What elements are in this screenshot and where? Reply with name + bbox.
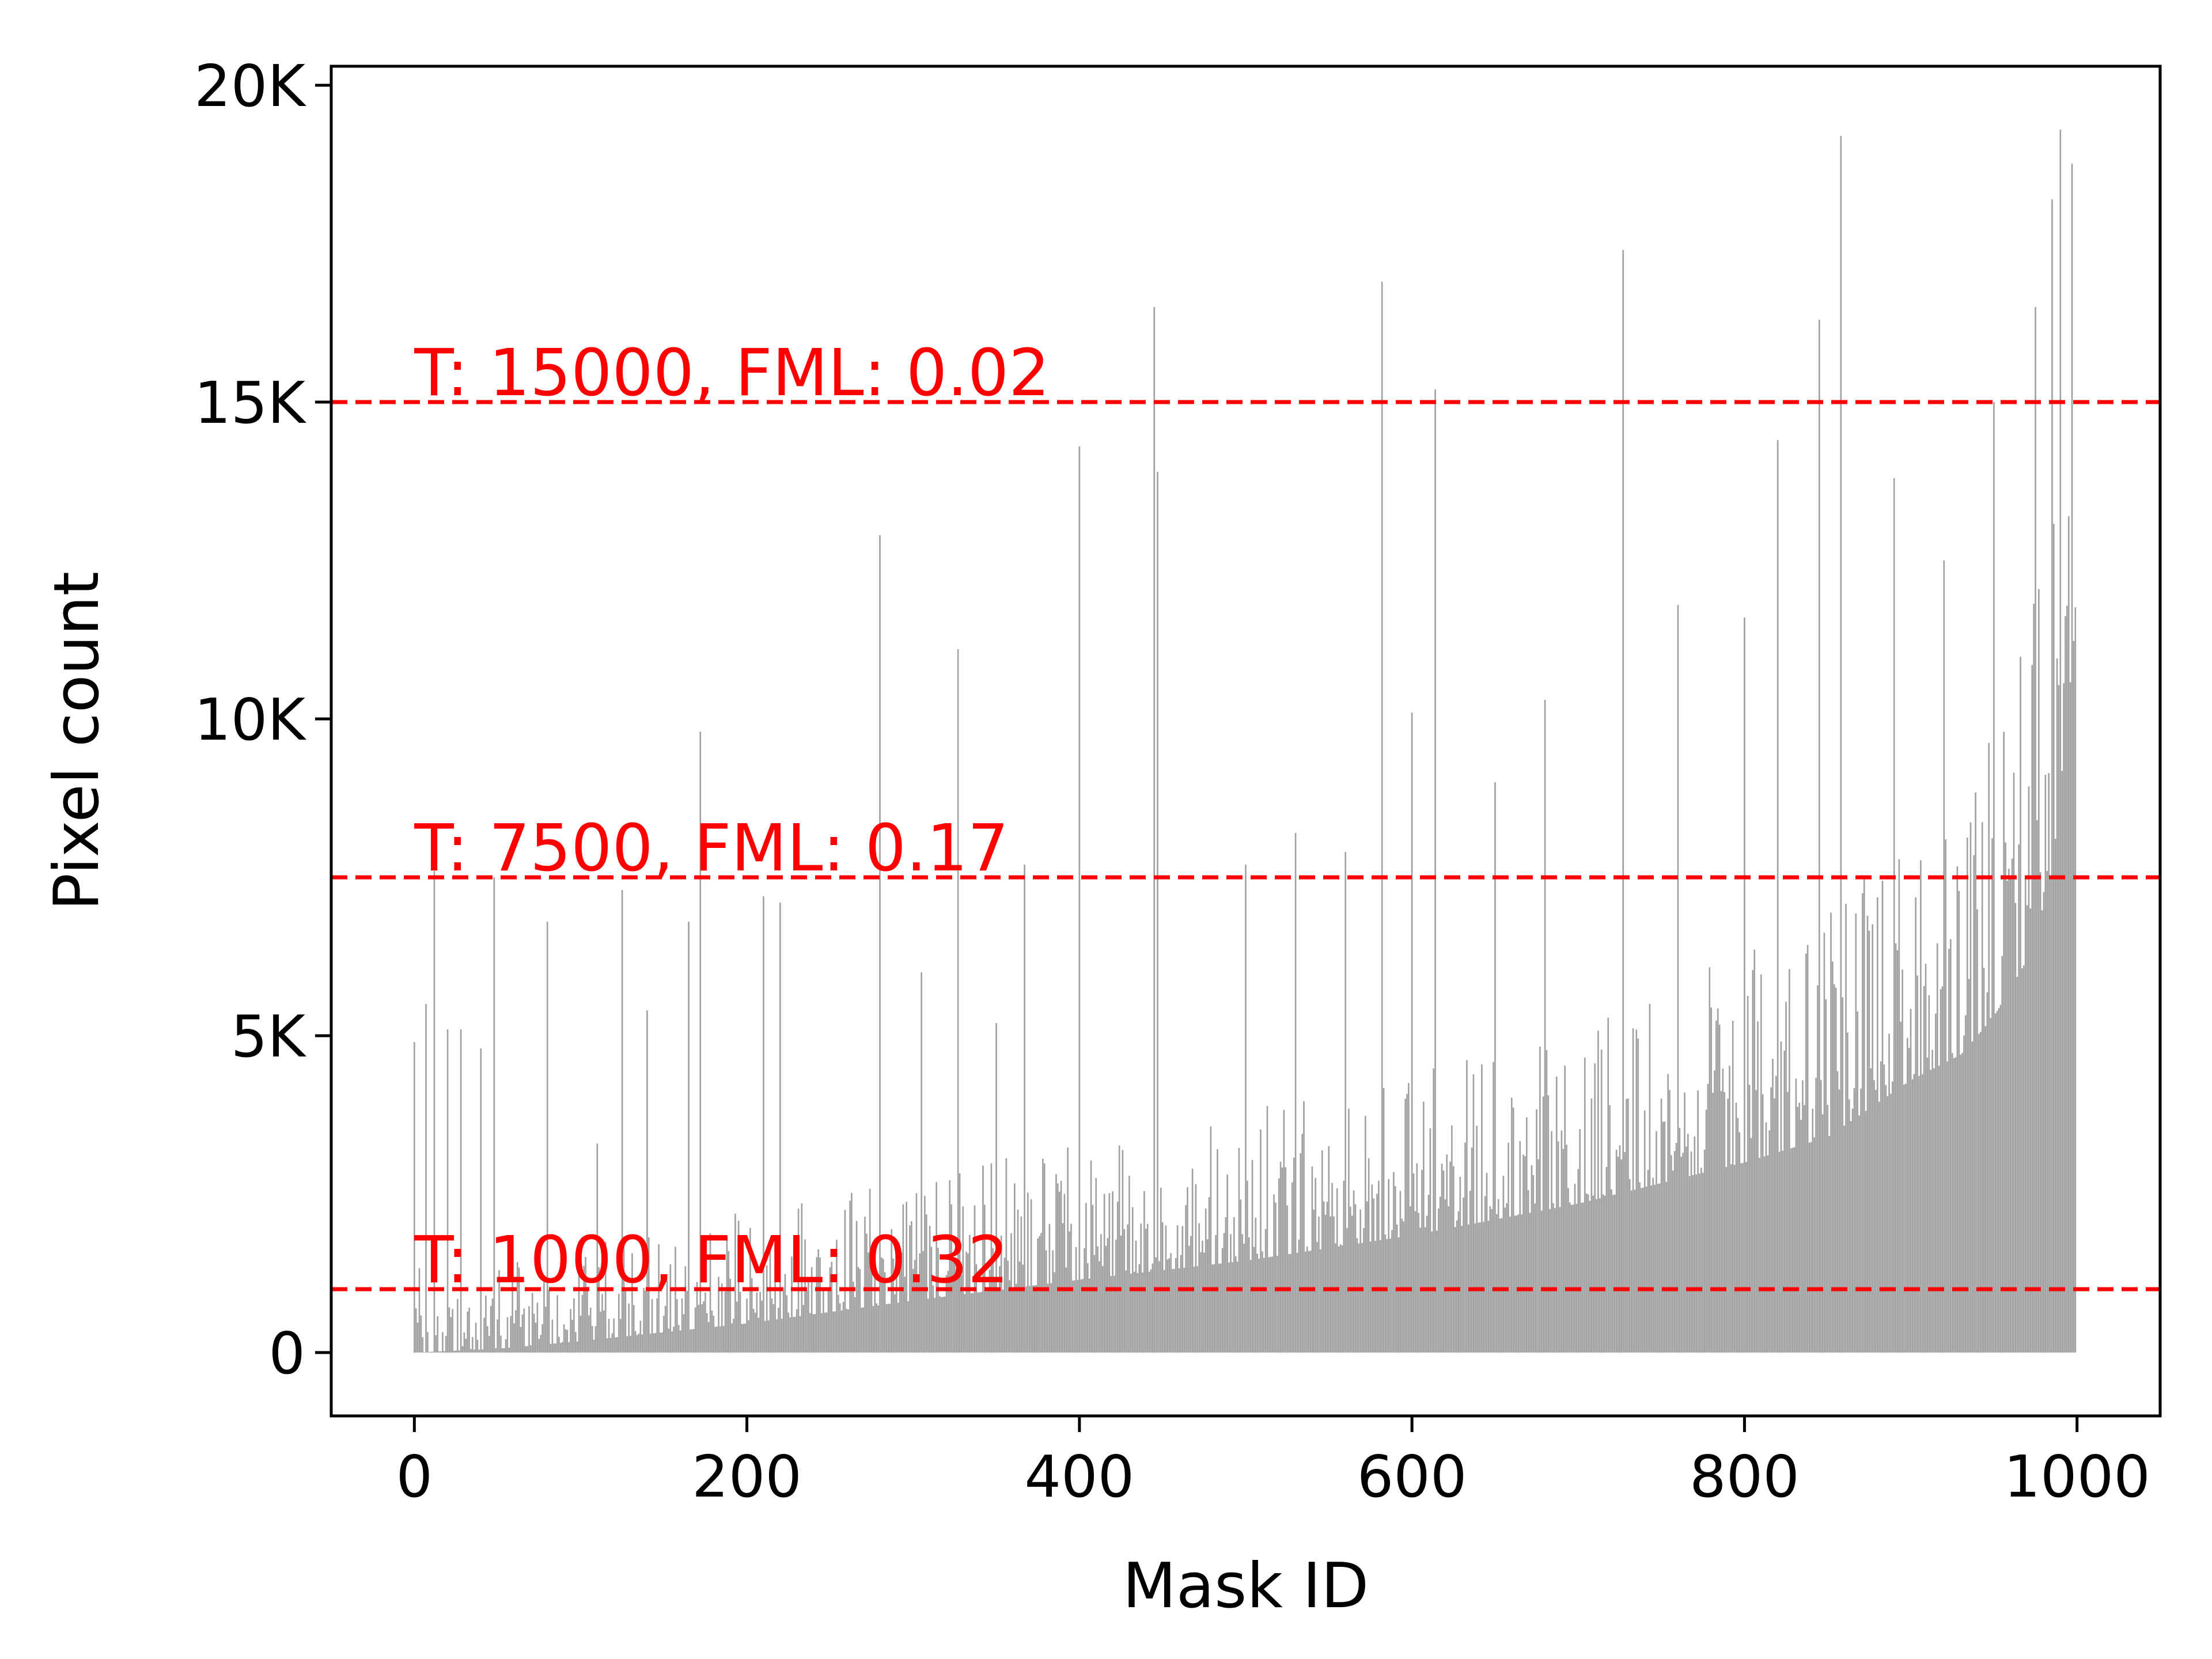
x-tick-label: 0 (396, 1443, 433, 1510)
threshold-label: T: 15000, FML: 0.02 (414, 336, 1050, 411)
x-tick-label: 1000 (2003, 1443, 2150, 1510)
x-tick-label: 200 (692, 1443, 802, 1510)
threshold-label: T: 7500, FML: 0.17 (414, 811, 1009, 886)
y-tick-label: 15K (194, 369, 306, 437)
y-axis-title: Pixel count (41, 571, 113, 911)
bars-group (414, 130, 2077, 1353)
x-axis-title: Mask ID (1123, 1550, 1369, 1622)
y-tick-label: 5K (231, 1003, 307, 1070)
x-axis: 0 200 400 600 800 1000 (396, 1416, 2150, 1510)
threshold-label: T: 1000, FML: 0.32 (414, 1223, 1009, 1298)
thresholds-group: T: 15000, FML: 0.02 T: 7500, FML: 0.17 T: … (331, 336, 2160, 1298)
y-tick-label: 0 (268, 1320, 305, 1387)
x-tick-label: 800 (1690, 1443, 1800, 1510)
y-axis: 0 5K 10K 15K 20K (194, 52, 331, 1387)
x-tick-label: 400 (1024, 1443, 1134, 1510)
x-tick-label: 600 (1357, 1443, 1467, 1510)
plot-frame (329, 65, 2162, 1418)
y-tick-label: 10K (194, 686, 306, 753)
y-tick-label: 20K (194, 52, 306, 120)
